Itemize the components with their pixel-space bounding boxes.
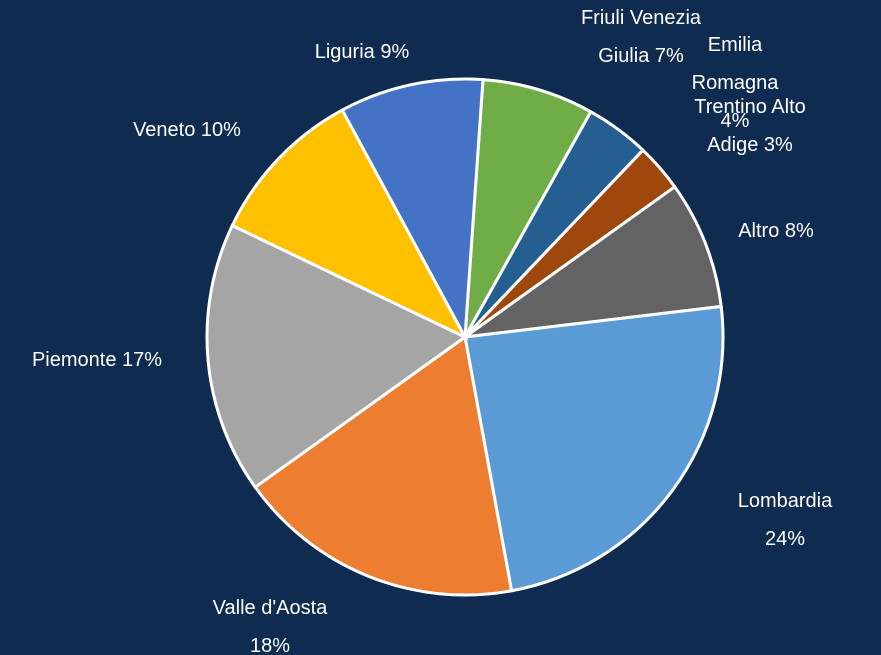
pie-slice [464,184,723,339]
pie-slice [463,304,725,593]
pie-slice [253,334,514,597]
pie-slice [230,108,469,341]
slice-label: Piemonte 17% [31,349,163,371]
pie-slice [463,78,593,338]
slice-label: Lombardia 24% [737,490,833,550]
slice-label: Friuli Venezia Giulia 7% [580,7,702,67]
slice-label: Emilia Romagna 4% [691,34,779,132]
slice-label: Altro 8% [738,220,814,242]
slice-label: Valle d'Aosta 18% [212,597,328,655]
slice-label: Liguria 9% [314,41,410,63]
pie-slice [205,223,468,490]
slice-label: Trentino Alto Adige 3% [694,96,806,156]
pie-slice [340,77,485,343]
slice-label: Veneto 10% [133,119,241,141]
